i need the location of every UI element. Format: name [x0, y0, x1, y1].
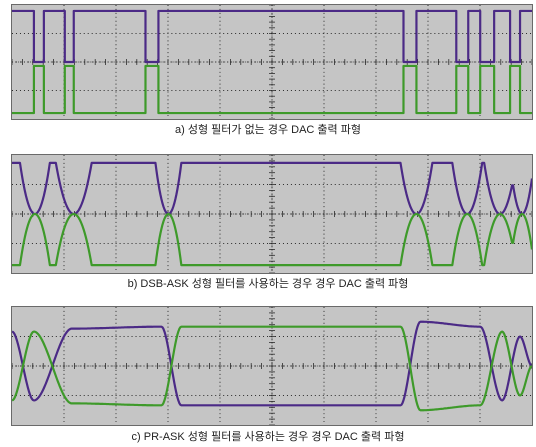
waveform-plot-a [12, 5, 532, 119]
purple-trace [12, 320, 532, 407]
waveform-panel-b [11, 154, 533, 274]
waveform-plot-c [12, 307, 532, 425]
green-trace [12, 212, 532, 267]
waveform-plot-b [12, 155, 532, 273]
waveform-panel-c [11, 306, 533, 426]
purple-trace [12, 9, 532, 64]
caption-a: a) 성형 필터가 없는 경우 DAC 출력 파형 [175, 124, 361, 136]
caption-b: b) DSB-ASK 성형 필터를 사용하는 경우 경우 DAC 출력 파형 [127, 278, 409, 290]
green-trace [12, 64, 532, 115]
purple-trace [12, 161, 532, 216]
caption-c: c) PR-ASK 성형 필터를 사용하는 경우 경우 DAC 출력 파형 [131, 431, 405, 443]
green-trace [12, 325, 532, 412]
waveform-panel-a [11, 4, 533, 120]
scope-grid [12, 5, 532, 119]
